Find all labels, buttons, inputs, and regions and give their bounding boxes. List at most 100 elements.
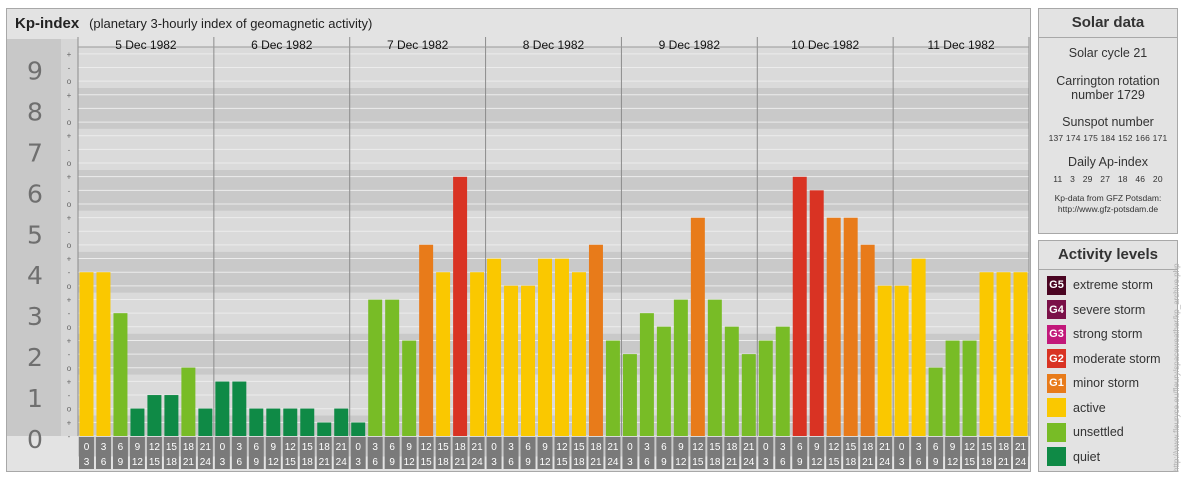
kp-bar: [605, 340, 620, 436]
interval-end-label: 18: [438, 457, 450, 468]
interval-end-label: 9: [661, 457, 667, 468]
ap-values: 11 3 29 27 18 46 20: [1053, 174, 1163, 184]
interval-cell: [469, 437, 485, 469]
interval-cell: [384, 437, 400, 469]
interval-cell: [877, 437, 893, 469]
interval-cell: [775, 437, 791, 469]
kp-bar: [96, 272, 111, 436]
interval-end-label: 21: [183, 457, 195, 468]
interval-end-label: 12: [132, 457, 144, 468]
kp-bar: [351, 422, 366, 436]
interval-end-label: 21: [862, 457, 874, 468]
kp-bar: [588, 244, 603, 436]
kp-bar: [741, 354, 756, 436]
minor-tick: -: [68, 186, 71, 195]
interval-cell: [486, 437, 502, 469]
legend-swatch: G1: [1047, 373, 1066, 393]
legend-item: G4 severe storm: [1047, 300, 1145, 320]
interval-start-label: 3: [644, 442, 650, 453]
interval-start-label: 6: [933, 442, 939, 453]
interval-cell: [537, 437, 553, 469]
kp-bar: [843, 217, 858, 436]
legend-label: extreme storm: [1073, 278, 1153, 292]
interval-cell: [367, 437, 383, 469]
interval-end-label: 24: [336, 457, 348, 468]
minor-tick: +: [67, 296, 72, 305]
interval-end-label: 18: [981, 457, 993, 468]
interval-start-label: 0: [220, 442, 226, 453]
minor-tick: o: [67, 159, 72, 168]
day-label: 7 Dec 1982: [387, 38, 449, 52]
minor-tick: o: [67, 118, 72, 127]
y-label-column: [7, 39, 61, 436]
kp-bar: [215, 381, 230, 436]
minor-tick: o: [67, 282, 72, 291]
kp-bar: [147, 395, 162, 436]
legend-label: moderate storm: [1073, 351, 1161, 366]
interval-end-label: 6: [644, 457, 650, 468]
interval-start-label: 0: [355, 442, 361, 453]
minor-tick-column: [61, 39, 78, 436]
kp-bar: [656, 326, 671, 436]
interval-end-label: 6: [237, 457, 243, 468]
interval-end-label: 24: [1015, 457, 1027, 468]
kp-bar: [673, 299, 688, 436]
interval-end-label: 24: [607, 457, 619, 468]
y-tick-label: 9: [27, 56, 43, 85]
minor-tick: -: [68, 432, 71, 441]
interval-start-label: 18: [726, 442, 738, 453]
interval-cell: [996, 437, 1012, 469]
kp-bar: [402, 340, 417, 436]
legend-item: unsettled: [1047, 422, 1124, 442]
interval-start-label: 6: [118, 442, 124, 453]
interval-start-label: 21: [743, 442, 755, 453]
interval-cell: [588, 437, 604, 469]
kp-bar: [860, 244, 875, 436]
vertical-credit: http://www.fleuryce.eu/fleury/spaceweath…: [1172, 263, 1181, 472]
interval-start-label: 9: [135, 442, 141, 453]
interval-start-label: 12: [421, 442, 433, 453]
interval-start-label: 9: [406, 442, 412, 453]
minor-tick: o: [67, 200, 72, 209]
kp-bar: [368, 299, 383, 436]
interval-start-label: 3: [780, 442, 786, 453]
credit-line-1: Kp-data from GFZ Potsdam:: [1054, 193, 1162, 203]
carrington-line-1: Carrington rotation: [1056, 74, 1160, 88]
interval-cell: [962, 437, 978, 469]
interval-start-label: 9: [814, 442, 820, 453]
interval-cell: [129, 437, 145, 469]
interval-start-label: 9: [678, 442, 684, 453]
minor-tick: o: [67, 364, 72, 373]
interval-cell: [112, 437, 128, 469]
y-tick-label: 2: [27, 343, 43, 372]
interval-end-label: 21: [998, 457, 1010, 468]
legend-item: G3 strong storm: [1047, 324, 1142, 344]
interval-cell: [758, 437, 774, 469]
kp-bar: [232, 381, 247, 436]
interval-end-label: 15: [556, 457, 568, 468]
interval-end-label: 18: [302, 457, 314, 468]
legend-swatch: [1047, 447, 1066, 466]
interval-end-label: 6: [101, 457, 107, 468]
interval-cell: [299, 437, 315, 469]
interval-cell: [248, 437, 264, 469]
sunspot-values: 137 174 175 184 152 166 171: [1048, 133, 1168, 143]
kp-bar-chart: 0123456789-+o-+o-+o-+o-+o-+o-+o-+o-+o-+5…: [7, 37, 1030, 469]
day-label: 11 Dec 1982: [927, 38, 994, 52]
interval-start-label: 18: [998, 442, 1010, 453]
interval-end-label: 24: [879, 457, 891, 468]
solar-data-title: Solar data: [1039, 9, 1177, 38]
kp-bar: [1013, 272, 1028, 436]
legend-item: G1 minor storm: [1047, 373, 1139, 393]
interval-end-label: 6: [780, 457, 786, 468]
interval-start-label: 15: [981, 442, 993, 453]
interval-end-label: 3: [627, 457, 633, 468]
interval-end-label: 18: [166, 457, 178, 468]
minor-tick: +: [67, 91, 72, 100]
interval-end-label: 6: [916, 457, 922, 468]
kp-bar: [555, 258, 569, 436]
interval-cell: [979, 437, 995, 469]
interval-end-label: 21: [455, 457, 467, 468]
kp-bar: [877, 285, 892, 436]
interval-cell: [826, 437, 842, 469]
